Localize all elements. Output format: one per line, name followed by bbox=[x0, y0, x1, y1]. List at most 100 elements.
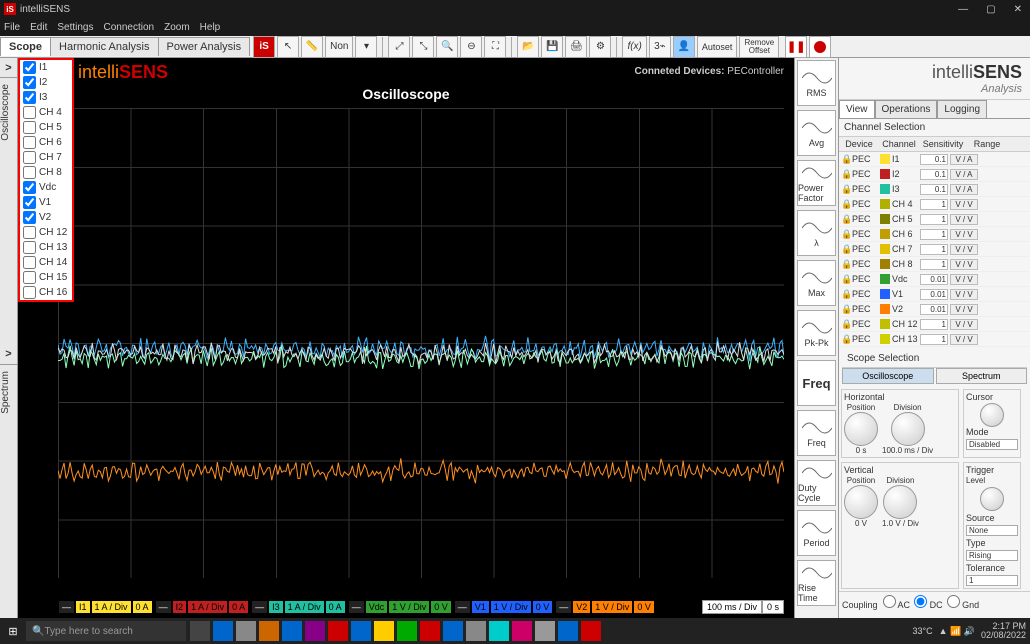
table-row[interactable]: 🔒PECI20.1V / A bbox=[839, 167, 1030, 182]
left-label-osc[interactable]: Oscilloscope bbox=[0, 78, 17, 147]
chan-chip-v2[interactable]: —V21 V / Div0 V bbox=[555, 600, 655, 614]
taskbar-app-13[interactable] bbox=[489, 621, 509, 641]
chan-item-v1[interactable]: V1 bbox=[20, 195, 72, 210]
meas-pk-pk[interactable]: Pk-Pk bbox=[797, 310, 836, 356]
tool-fit[interactable]: ⛶ bbox=[484, 36, 506, 58]
chan-item-ch5[interactable]: CH 5 bbox=[20, 120, 72, 135]
scope-sel-spec[interactable]: Spectrum bbox=[936, 368, 1028, 384]
viewtab-view[interactable]: View bbox=[839, 100, 875, 118]
maximize-button[interactable]: ▢ bbox=[982, 4, 999, 15]
chan-item-ch13[interactable]: CH 13 bbox=[20, 240, 72, 255]
table-row[interactable]: 🔒PECCH 121V / V bbox=[839, 317, 1030, 332]
tool-settings[interactable]: ⚙ bbox=[589, 36, 611, 58]
chan-item-v2[interactable]: V2 bbox=[20, 210, 72, 225]
table-row[interactable]: 🔒PECCH 61V / V bbox=[839, 227, 1030, 242]
viewtab-operations[interactable]: Operations bbox=[875, 100, 938, 118]
meas-power-factor[interactable]: Power Factor bbox=[797, 160, 836, 206]
start-button[interactable]: ⊞ bbox=[4, 622, 22, 640]
chan-chip-i3[interactable]: —I31 A / Div0 A bbox=[251, 600, 346, 614]
left-toggle-1[interactable]: > bbox=[0, 58, 17, 78]
taskbar-app-14[interactable] bbox=[512, 621, 532, 641]
chan-chip-vdc[interactable]: —Vdc1 V / Div0 V bbox=[348, 600, 452, 614]
chan-item-i3[interactable]: I3 bbox=[20, 90, 72, 105]
taskbar-app-11[interactable] bbox=[443, 621, 463, 641]
table-row[interactable]: 🔒PECCH 131V / V bbox=[839, 332, 1030, 347]
table-row[interactable]: 🔒PECI10.1V / A bbox=[839, 152, 1030, 167]
meas-rms[interactable]: RMS bbox=[797, 60, 836, 106]
coupling-ac[interactable]: AC bbox=[883, 600, 911, 610]
taskbar-app-10[interactable] bbox=[420, 621, 440, 641]
taskbar-app-1[interactable] bbox=[213, 621, 233, 641]
trigger-source[interactable]: None bbox=[966, 525, 1018, 536]
meas-freq[interactable]: Freq bbox=[797, 410, 836, 456]
trigger-tol[interactable]: 1 bbox=[966, 575, 1018, 586]
taskbar-app-16[interactable] bbox=[558, 621, 578, 641]
chan-item-ch16[interactable]: CH 16 bbox=[20, 285, 72, 300]
table-row[interactable]: 🔒PECVdc0.01V / V bbox=[839, 272, 1030, 287]
taskbar-app-0[interactable] bbox=[190, 621, 210, 641]
chan-chip-i1[interactable]: —I11 A / Div0 A bbox=[58, 600, 153, 614]
menu-connection[interactable]: Connection bbox=[104, 22, 155, 33]
scope-grid[interactable] bbox=[58, 108, 784, 578]
table-row[interactable]: 🔒PECV10.01V / V bbox=[839, 287, 1030, 302]
chan-item-i1[interactable]: I1 bbox=[20, 60, 72, 75]
pause-button[interactable]: ❚❚ bbox=[785, 36, 807, 58]
left-toggle-2[interactable]: > bbox=[0, 345, 17, 365]
meas-max[interactable]: Max bbox=[797, 260, 836, 306]
trigger-level-knob[interactable] bbox=[966, 487, 1018, 511]
viewtab-logging[interactable]: Logging bbox=[937, 100, 987, 118]
meas-duty-cycle[interactable]: Duty Cycle bbox=[797, 460, 836, 506]
tool-zoom-y[interactable]: ⤡ bbox=[412, 36, 434, 58]
autoset-button[interactable]: Autoset bbox=[697, 36, 738, 58]
horiz-division-knob[interactable]: Division100.0 ms / Div bbox=[882, 403, 933, 455]
meas-λ[interactable]: λ bbox=[797, 210, 836, 256]
tab-scope[interactable]: Scope bbox=[0, 37, 51, 56]
taskbar-app-8[interactable] bbox=[374, 621, 394, 641]
cursor-mode[interactable]: Disabled bbox=[966, 439, 1018, 450]
chan-item-ch6[interactable]: CH 6 bbox=[20, 135, 72, 150]
chan-item-i2[interactable]: I2 bbox=[20, 75, 72, 90]
minimize-button[interactable]: — bbox=[954, 4, 972, 15]
close-button[interactable]: ✕ bbox=[1010, 4, 1026, 15]
coupling-dc[interactable]: DC bbox=[914, 600, 943, 610]
tool-open[interactable]: 📂 bbox=[517, 36, 539, 58]
tool-fx[interactable]: f(x) bbox=[622, 36, 646, 58]
system-tray[interactable]: 33°C ▲ 📶 🔊 2:17 PM02/08/2022 bbox=[913, 622, 1026, 640]
tool-measure[interactable]: 📏 bbox=[301, 36, 323, 58]
table-row[interactable]: 🔒PECV20.01V / V bbox=[839, 302, 1030, 317]
record-button[interactable] bbox=[809, 36, 831, 58]
remove-offset-button[interactable]: RemoveOffset bbox=[739, 36, 779, 58]
menu-edit[interactable]: Edit bbox=[30, 22, 47, 33]
menu-zoom[interactable]: Zoom bbox=[164, 22, 190, 33]
taskbar-app-6[interactable] bbox=[328, 621, 348, 641]
menu-file[interactable]: File bbox=[4, 22, 20, 33]
trigger-type[interactable]: Rising bbox=[966, 550, 1018, 561]
chan-item-ch14[interactable]: CH 14 bbox=[20, 255, 72, 270]
chan-chip-v1[interactable]: —V11 V / Div0 V bbox=[454, 600, 554, 614]
taskbar-app-4[interactable] bbox=[282, 621, 302, 641]
table-row[interactable]: 🔒PECCH 81V / V bbox=[839, 257, 1030, 272]
tab-harmonic-analysis[interactable]: Harmonic Analysis bbox=[50, 37, 158, 56]
tool-person[interactable]: 👤 bbox=[673, 36, 695, 58]
meas-avg[interactable]: Avg bbox=[797, 110, 836, 156]
cursor-knob[interactable] bbox=[966, 403, 1018, 427]
chan-item-ch8[interactable]: CH 8 bbox=[20, 165, 72, 180]
taskbar-app-2[interactable] bbox=[236, 621, 256, 641]
taskbar-app-7[interactable] bbox=[351, 621, 371, 641]
tool-dropdown[interactable]: ▾ bbox=[355, 36, 377, 58]
table-row[interactable]: 🔒PECCH 51V / V bbox=[839, 212, 1030, 227]
tab-power-analysis[interactable]: Power Analysis bbox=[158, 37, 251, 56]
taskbar-app-17[interactable] bbox=[581, 621, 601, 641]
vert-division-knob[interactable]: Division1.0 V / Div bbox=[882, 476, 919, 528]
horiz-position-knob[interactable]: Position0 s bbox=[844, 403, 878, 455]
chan-item-vdc[interactable]: Vdc bbox=[20, 180, 72, 195]
tool-zoom-x[interactable]: ⤢ bbox=[388, 36, 410, 58]
chan-chip-i2[interactable]: —I21 A / Div0 A bbox=[155, 600, 250, 614]
meas-rise-time[interactable]: Rise Time bbox=[797, 560, 836, 606]
chan-item-ch7[interactable]: CH 7 bbox=[20, 150, 72, 165]
tool-zoom-out[interactable]: ⊖ bbox=[460, 36, 482, 58]
menu-settings[interactable]: Settings bbox=[57, 22, 93, 33]
taskbar-app-12[interactable] bbox=[466, 621, 486, 641]
tool-non[interactable]: Non bbox=[325, 36, 353, 58]
taskbar-app-3[interactable] bbox=[259, 621, 279, 641]
